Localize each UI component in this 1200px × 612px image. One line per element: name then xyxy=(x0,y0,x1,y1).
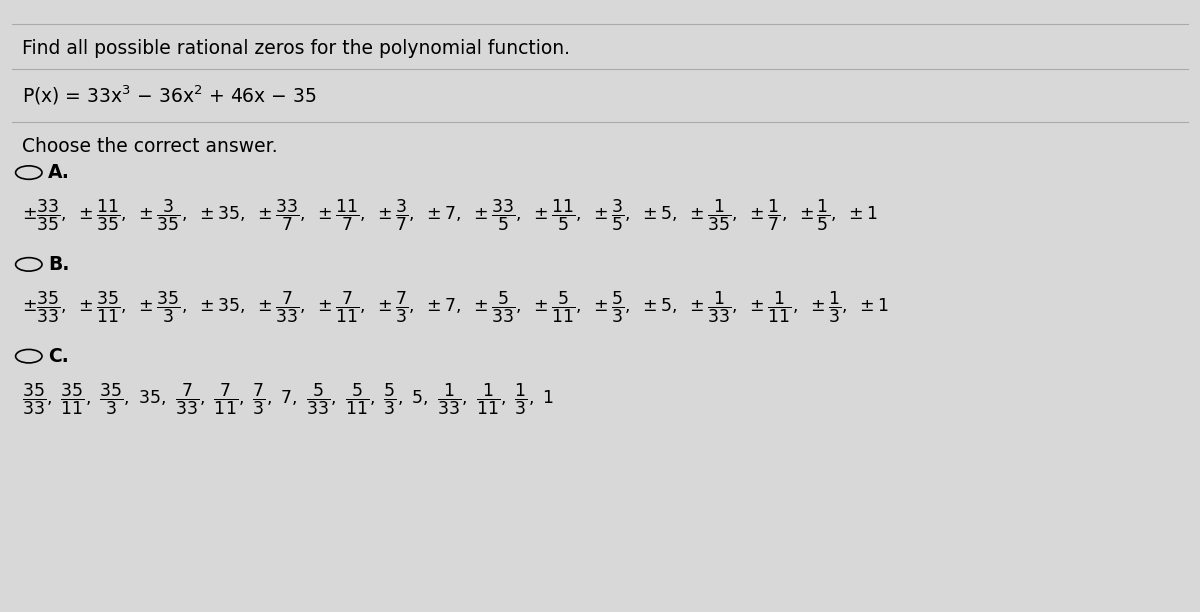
Text: $\dfrac{35}{33},\ \dfrac{35}{11},\ \dfrac{35}{3},\ 35,\ \dfrac{7}{33},\ \dfrac{7: $\dfrac{35}{33},\ \dfrac{35}{11},\ \dfra… xyxy=(22,381,553,417)
Text: Find all possible rational zeros for the polynomial function.: Find all possible rational zeros for the… xyxy=(22,39,570,59)
Text: A.: A. xyxy=(48,163,70,182)
Text: Choose the correct answer.: Choose the correct answer. xyxy=(22,137,277,157)
Text: $\pm\dfrac{35}{33},\ \pm\dfrac{35}{11},\ \pm\dfrac{35}{3},\ \pm35,\ \pm\dfrac{7}: $\pm\dfrac{35}{33},\ \pm\dfrac{35}{11},\… xyxy=(22,289,888,325)
Text: P(x) = 33x$^3$ $-$ 36x$^2$ + 46x $-$ 35: P(x) = 33x$^3$ $-$ 36x$^2$ + 46x $-$ 35 xyxy=(22,83,317,106)
Text: C.: C. xyxy=(48,346,68,366)
Text: B.: B. xyxy=(48,255,70,274)
Text: $\pm\dfrac{33}{35},\ \pm\dfrac{11}{35},\ \pm\dfrac{3}{35},\ \pm35,\ \pm\dfrac{33: $\pm\dfrac{33}{35},\ \pm\dfrac{11}{35},\… xyxy=(22,198,877,233)
